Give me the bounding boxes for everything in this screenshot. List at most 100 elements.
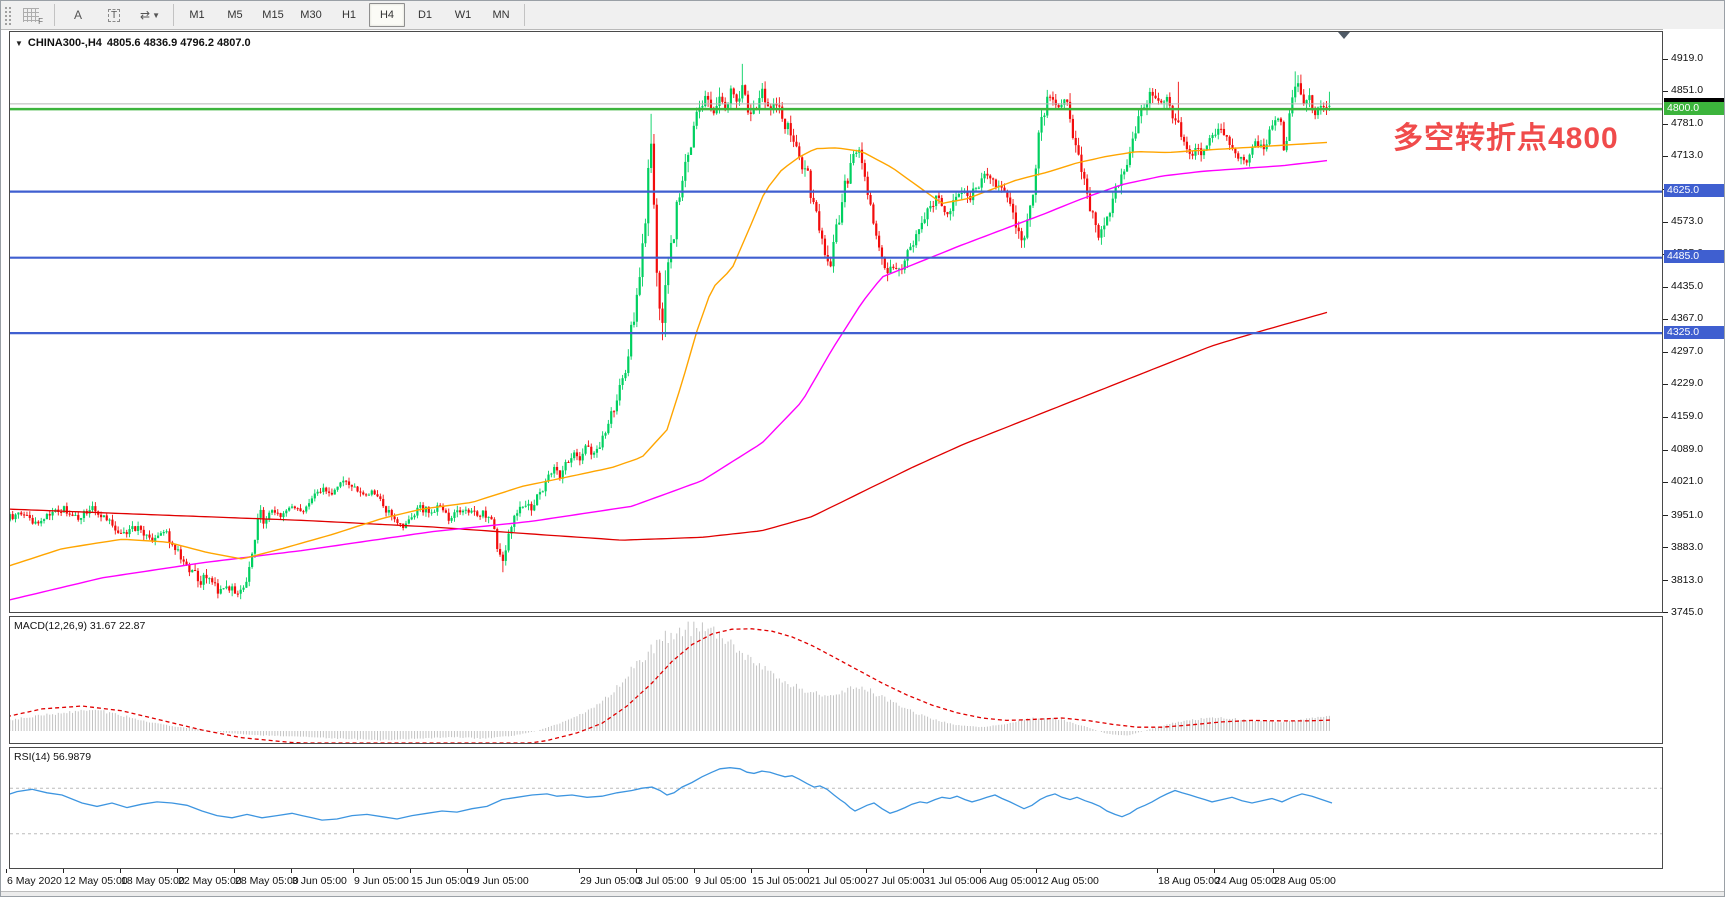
dropdown-caret-icon[interactable]: ▼	[152, 10, 160, 20]
tf-button-h4[interactable]: H4	[369, 3, 405, 27]
hline-price-box: 4625.0	[1664, 184, 1724, 198]
time-axis-label: 28 May 05:00	[235, 875, 299, 887]
price-axis-label: 3745.0	[1671, 605, 1704, 618]
time-axis-label: 6 Aug 05:00	[981, 875, 1038, 887]
time-axis-label: 18 Aug 05:00	[1158, 875, 1220, 887]
price-axis-label: 4435.0	[1671, 280, 1704, 293]
time-axis-label: 3 Jul 05:00	[637, 875, 689, 887]
time-tick	[1036, 869, 1037, 873]
time-tick	[636, 869, 637, 873]
symbol-timeframe: CHINA300-,H4	[27, 37, 102, 49]
time-tick	[694, 869, 695, 873]
price-tick	[1663, 481, 1668, 483]
price-tick	[1663, 449, 1668, 451]
bottom-status-strip	[1, 891, 1724, 896]
price-axis-label: 4229.0	[1671, 377, 1704, 390]
price-axis-label: 4919.0	[1671, 52, 1704, 64]
rsi-panel[interactable]	[9, 747, 1663, 869]
time-tick	[291, 869, 292, 873]
data-window-grid-icon[interactable]: F	[13, 3, 49, 27]
time-tick	[6, 869, 7, 873]
price-tick	[1663, 318, 1668, 320]
tf-button-mn[interactable]: MN	[492, 9, 510, 21]
tf-button-m5[interactable]: M5	[227, 9, 243, 21]
time-tick	[579, 869, 580, 873]
main-chart-panel[interactable]	[9, 31, 1663, 613]
price-axis[interactable]: 4919.04851.04781.04713.04643.04573.04505…	[1663, 29, 1724, 884]
time-tick	[1157, 869, 1158, 873]
time-tick	[1273, 869, 1274, 873]
price-tick	[1663, 58, 1668, 60]
hline-price-box: 4325.0	[1664, 325, 1724, 339]
rsi-canvas[interactable]	[10, 748, 1662, 868]
price-tick	[1663, 547, 1668, 549]
price-axis-label: 3883.0	[1671, 540, 1704, 553]
timeframe-button-group: M1 M5 M15 M30 H1 H4 D1 W1 MN	[179, 3, 519, 27]
price-tick	[1663, 515, 1668, 516]
toolbar-grip-handle[interactable]	[3, 5, 13, 25]
tf-button-m1[interactable]: M1	[189, 9, 205, 21]
ohlc-readout: 4805.6 4836.9 4796.2 4807.0	[106, 37, 251, 49]
time-tick	[467, 869, 468, 873]
label-tool-icon[interactable]: A	[73, 8, 82, 22]
price-tick	[1663, 612, 1668, 614]
chart-title: ▼ CHINA300-,H4 4805.6 4836.9 4796.2 4807…	[15, 37, 251, 49]
chevron-down-icon[interactable]: ▼	[15, 38, 23, 48]
time-axis-label: 22 May 05:00	[178, 875, 242, 887]
time-axis-label: 3 Jun 05:00	[292, 875, 347, 887]
price-axis-label: 4297.0	[1671, 345, 1704, 358]
main-chart-canvas[interactable]	[10, 32, 1662, 612]
time-axis-label: 12 Aug 05:00	[1037, 875, 1099, 887]
object-cycle-icon[interactable]: ⇄ ▼	[140, 8, 160, 22]
time-axis-label: 15 Jul 05:00	[752, 875, 810, 887]
tf-button-h1[interactable]: H1	[341, 9, 357, 21]
tf-button-w1[interactable]: W1	[454, 9, 472, 21]
time-axis-label: 15 Jun 05:00	[411, 875, 472, 887]
price-tick	[1663, 383, 1668, 385]
price-tick	[1663, 90, 1668, 92]
time-axis-label: 6 May 2020	[7, 875, 62, 887]
time-tick	[234, 869, 235, 873]
toolbar-separator	[54, 4, 55, 26]
price-axis-label: 4781.0	[1671, 117, 1704, 130]
time-axis-label: 18 May 05:00	[121, 875, 185, 887]
price-axis-label: 4089.0	[1671, 443, 1704, 456]
time-tick	[410, 869, 411, 873]
time-tick	[63, 869, 64, 873]
macd-label: MACD(12,26,9) 31.67 22.87	[14, 620, 146, 632]
time-tick	[866, 869, 867, 873]
hline-price-box: 4800.0	[1664, 101, 1724, 115]
price-axis-label: 3951.0	[1671, 508, 1704, 521]
time-axis-label: 27 Jul 05:00	[867, 875, 925, 887]
tf-button-d1[interactable]: D1	[417, 9, 433, 21]
time-axis-label: 9 Jul 05:00	[695, 875, 747, 887]
macd-canvas[interactable]	[10, 617, 1662, 743]
time-tick	[120, 869, 121, 873]
text-box-tool-icon[interactable]: T	[96, 3, 132, 27]
price-axis-label: 3813.0	[1671, 573, 1704, 586]
chart-shift-marker[interactable]	[1338, 32, 1350, 39]
price-axis-label: 4713.0	[1671, 149, 1704, 162]
time-axis-label: 19 Jun 05:00	[468, 875, 529, 887]
tf-button-m15[interactable]: M15	[262, 9, 284, 21]
price-tick	[1663, 155, 1668, 157]
time-tick	[1214, 869, 1215, 873]
price-tick	[1663, 221, 1668, 223]
price-tick	[1663, 123, 1668, 125]
time-tick	[980, 869, 981, 873]
toolbar-separator	[173, 4, 174, 26]
time-tick	[751, 869, 752, 873]
tf-button-m30[interactable]: M30	[300, 9, 322, 21]
macd-panel[interactable]	[9, 616, 1663, 744]
price-axis-label: 4021.0	[1671, 475, 1704, 488]
time-axis[interactable]: 6 May 2020 12 May 05:00 18 May 05:00 22 May…	[1, 869, 1724, 891]
time-axis-label: 29 Jun 05:00	[580, 875, 641, 887]
time-axis-label: 9 Jun 05:00	[354, 875, 409, 887]
price-axis-label: 4367.0	[1671, 312, 1704, 325]
time-tick	[353, 869, 354, 873]
time-axis-label: 31 Jul 05:00	[924, 875, 982, 887]
time-tick	[808, 869, 809, 873]
price-tick	[1663, 351, 1668, 353]
price-tick	[1663, 580, 1668, 582]
